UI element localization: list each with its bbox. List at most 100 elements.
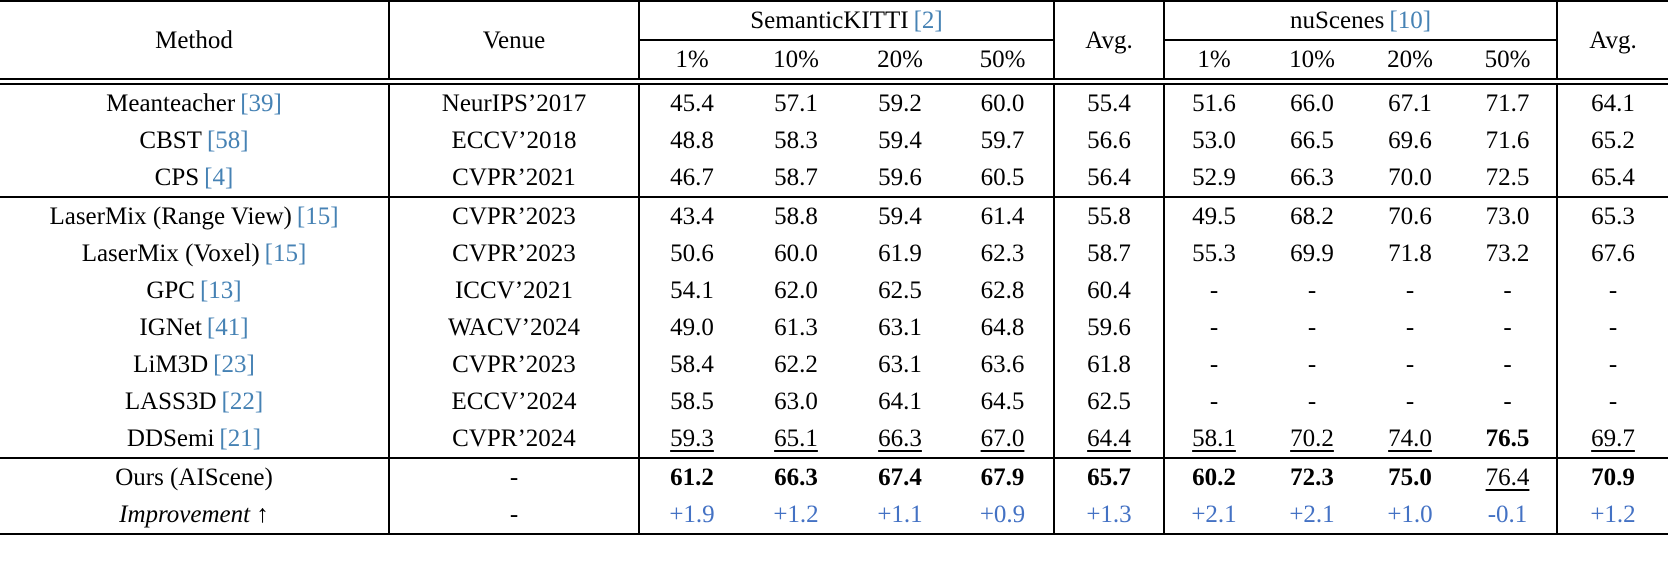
value-cell: 62.5 [1055,383,1165,420]
value-cell: 48.8 [670,127,714,154]
value-cell: 59.4 [878,203,922,230]
value-cell: 59.4 [878,127,922,154]
citation-link[interactable]: [13] [199,277,242,304]
results-table: Method Venue SemanticKITTI [2] Avg. nuSce… [0,0,1668,535]
value-cell: 65.3 [1591,203,1635,230]
value-cell: 58.8 [774,203,818,230]
method-cell: LiM3D [23] [0,346,390,383]
value-cell: 57.1 [744,83,848,122]
venue-cell: - [390,459,640,496]
value-cell: 66.3 [848,420,952,459]
table-row: Improvement ↑ - +1.9 +1.2 +1.1 +0.9 +1.3 +2.1 +2… [0,496,1668,535]
method-label: Ours (AIScene) [115,464,273,491]
venue-cell: ECCV’2024 [390,383,640,420]
value-cell: +1.1 [848,496,952,535]
citation-link[interactable]: [23] [213,351,255,378]
citation-link[interactable]: [39] [240,90,282,117]
value-cell: 70.6 [1388,203,1432,230]
value-cell: 59.6 [1055,309,1165,346]
citation-link[interactable]: [41] [206,314,249,341]
citation-link[interactable]: [2] [913,7,943,34]
split-column-header: 1% [1165,41,1263,80]
value-cell: 58.1 [1165,420,1263,459]
value-cell: 60.0 [774,240,818,267]
value-cell: 65.1 [744,420,848,459]
method-cell: Ours (AIScene) [0,459,390,496]
value-cell: - [1209,314,1219,341]
value-cell: 71.7 [1459,83,1559,122]
split-column-header: 50% [1459,41,1559,80]
venue-column-header: Venue [390,0,640,80]
value-cell: 46.7 [640,159,744,198]
value-cell: - [1405,314,1415,341]
value-cell: 64.8 [952,309,1055,346]
method-cell: IGNet [41] [0,309,390,346]
value-cell: 55.3 [1192,240,1236,267]
value-cell: 68.2 [1290,203,1334,230]
value-cell: 64.1 [878,388,922,415]
value-cell: 63.1 [878,314,922,341]
value-cell: 71.6 [1459,122,1559,159]
value-cell: 66.5 [1290,127,1334,154]
citation-link[interactable]: [15] [264,240,307,267]
table-body: Meanteacher [39] NeurIPS’2017 45.4 57.1 59.2 6… [0,80,1668,535]
value-cell: 59.7 [952,122,1055,159]
value-cell: +1.0 [1361,496,1459,535]
venue-cell: - [390,496,640,535]
value-cell: - [1459,309,1559,346]
venue-cell: ECCV’2018 [390,122,640,159]
value-cell: 65.4 [1558,159,1668,198]
citation-link[interactable]: [4] [204,164,234,191]
value-cell: 61.9 [878,240,922,267]
citation-link[interactable]: [58] [206,127,249,154]
value-cell: 53.0 [1192,127,1236,154]
value-cell: - [1608,314,1618,341]
value-cell: 61.4 [952,198,1055,235]
value-cell: +2.1 [1165,496,1263,535]
citation-link[interactable]: [15] [296,203,339,230]
table-row: Ours (AIScene) - 61.2 66.3 67.4 67.9 65.7 60.2 7… [0,459,1668,496]
value-cell: 45.4 [640,83,744,122]
semantickitti-group-header: SemanticKITTI [2] [640,0,1055,41]
value-cell: 62.5 [878,277,922,304]
value-cell: 66.0 [1263,83,1361,122]
value-cell: - [1307,351,1317,378]
value-cell: - [1405,351,1415,378]
value-cell: - [1459,346,1559,383]
value-cell: - [1307,314,1317,341]
value-cell: - [1209,351,1219,378]
table-row: CBST [58] ECCV’2018 48.8 58.3 59.4 59.7 56.6 53.… [0,122,1668,159]
citation-link[interactable]: [21] [219,425,262,452]
table-row: LaserMix (Range View) [15] CVPR’2023 43.4 58… [0,198,1668,235]
value-cell: -0.1 [1459,496,1559,535]
method-cell: DDSemi [21] [0,420,390,459]
split-column-header: 50% [952,41,1055,80]
citation-link[interactable]: [10] [1389,7,1432,34]
dataset-name: SemanticKITTI [750,7,909,34]
value-cell: 43.4 [670,203,714,230]
value-cell: 58.3 [774,127,818,154]
value-cell: 66.3 [774,464,818,491]
value-cell: 63.1 [878,351,922,378]
table-row: GPC [13] ICCV’2021 54.1 62.0 62.5 62.8 60.4- - - -… [0,272,1668,309]
value-cell: 67.4 [878,464,922,491]
value-cell: - [1405,388,1415,415]
value-cell: 51.6 [1165,83,1263,122]
value-cell: +1.2 [1558,496,1668,535]
value-cell: 67.0 [952,420,1055,459]
value-cell: 70.2 [1263,420,1361,459]
value-cell: 64.4 [1055,420,1165,459]
split-column-header: 10% [1263,41,1361,80]
method-label: DDSemi [126,425,215,452]
value-cell: 74.0 [1361,420,1459,459]
venue-cell: CVPR’2024 [390,420,640,459]
value-cell: +1.3 [1055,496,1165,535]
venue-cell: ICCV’2021 [390,272,640,309]
citation-link[interactable]: [22] [221,388,264,415]
value-cell: - [1307,388,1317,415]
method-label: LaserMix (Voxel) [81,240,260,267]
value-cell: - [1307,277,1317,304]
venue-cell: CVPR’2023 [390,198,640,235]
value-cell: 73.2 [1459,235,1559,272]
value-cell: 49.0 [670,314,714,341]
